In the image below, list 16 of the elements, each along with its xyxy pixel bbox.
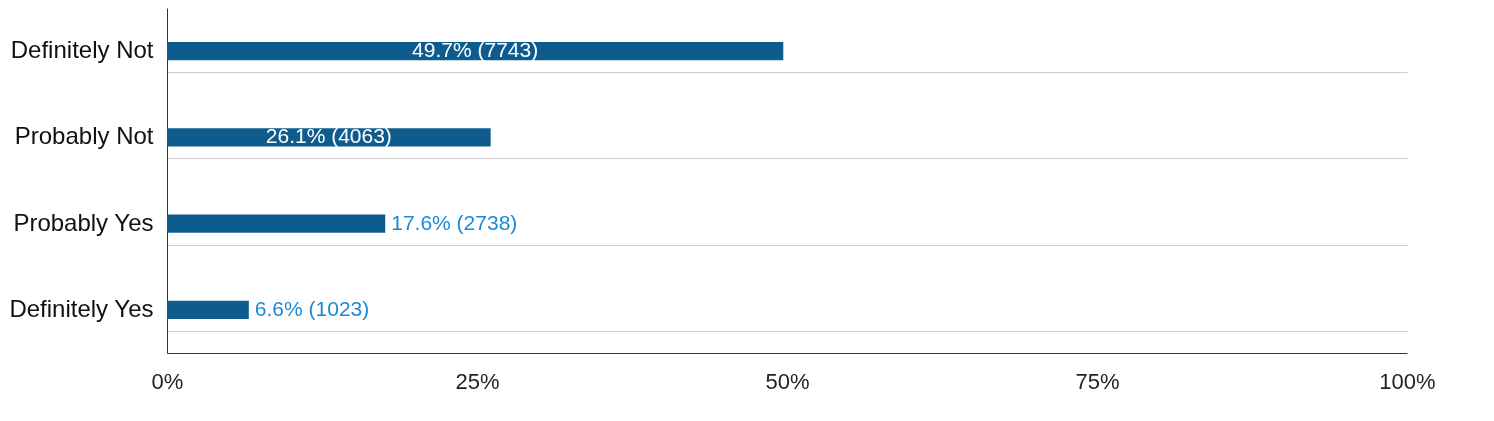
data-label: 49.7% (7743) (412, 38, 539, 62)
data-label: 26.1% (4063) (265, 124, 392, 148)
x-tick-label: 25% (455, 368, 500, 394)
y-tick-label: Probably Yes (13, 208, 154, 236)
y-tick-label: Probably Not (14, 122, 154, 150)
x-tick-label: 50% (765, 368, 810, 394)
x-tick-label: 0% (151, 368, 184, 394)
bar (167, 214, 386, 233)
y-tick-label: Definitely Yes (9, 294, 154, 322)
data-label: 17.6% (2738) (391, 210, 518, 234)
bar (167, 42, 784, 61)
data-label: 6.6% (1023) (254, 296, 370, 320)
y-tick-label: Definitely Not (10, 36, 154, 64)
x-tick-label: 100% (1379, 368, 1436, 394)
bar (167, 300, 249, 319)
x-tick-label: 75% (1075, 368, 1120, 394)
